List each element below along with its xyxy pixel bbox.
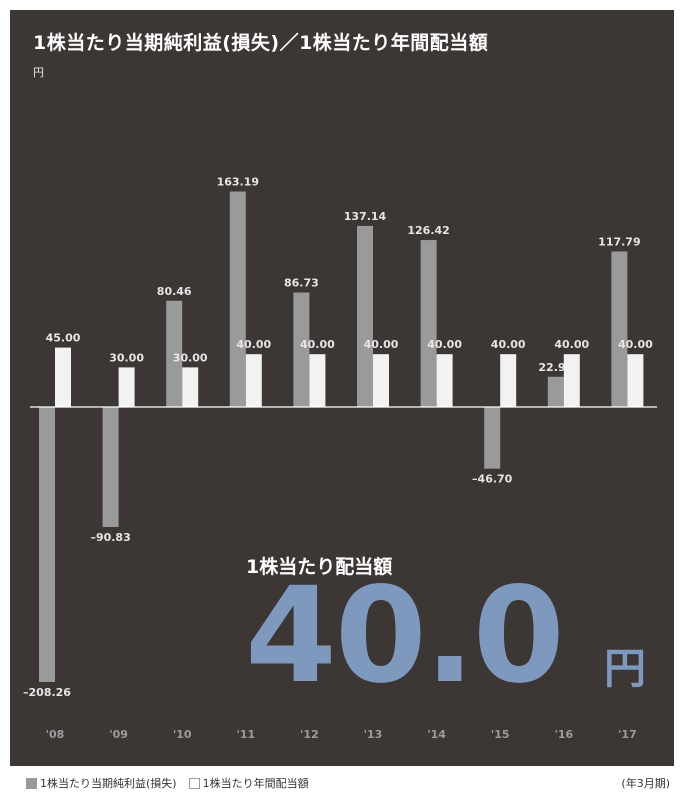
eps-bar [102,407,119,527]
eps-data-label: 80.46 [157,285,192,298]
unit-label: 円 [33,66,44,79]
legend-swatch-eps [26,777,37,789]
dividend-bar [436,354,453,407]
dividend-data-label: 40.00 [491,338,526,351]
legend: 1株当たり当期純利益(損失) 1株当たり年間配当額 [26,775,321,791]
dividend-bar [563,354,580,407]
x-tick-label: '09 [109,728,128,741]
chart-title: 1株当たり当期純利益(損失)／1株当たり年間配当額 [33,32,489,54]
eps-data-label: –90.83 [90,531,130,544]
dividend-data-label: 40.00 [300,338,335,351]
x-tick-label: '12 [300,728,319,741]
eps-bar [166,300,183,407]
dividend-bar [627,354,644,407]
x-tick-label: '15 [491,728,510,741]
x-tick-label: '10 [173,728,192,741]
legend-item-dividend: 1株当たり年間配当額 [188,775,309,791]
dividend-bar [500,354,517,407]
dividend-bar [245,354,262,407]
x-tick-label: '16 [554,728,573,741]
period-note: (年3月期) [621,777,670,790]
eps-bar [420,240,437,407]
eps-bar [229,191,246,407]
eps-data-label: 126.42 [407,224,449,237]
eps-bar [357,225,373,407]
eps-data-label: 86.73 [284,276,319,289]
dividend-data-label: 45.00 [46,332,81,345]
dividend-bar [55,347,71,407]
legend-label-dividend: 1株当たり年間配当額 [202,777,309,790]
eps-data-label: –46.70 [472,473,513,486]
highlight-unit: 円 [604,644,647,693]
legend-swatch-dividend [188,777,200,789]
dividend-data-label: 40.00 [554,338,589,351]
eps-bar [611,251,628,407]
x-tick-label: '17 [618,728,637,741]
eps-bar [547,376,564,407]
highlight-value: 40.0 [245,559,565,713]
legend-label-eps: 1株当たり当期純利益(損失) [40,777,177,790]
legend-item-eps: 1株当たり当期純利益(損失) [26,775,177,791]
dividend-data-label: 40.00 [236,338,271,351]
x-tick-label: '13 [364,728,383,741]
eps-data-label: 163.19 [217,176,259,189]
dividend-bar [309,354,326,407]
dividend-data-label: 40.00 [364,338,399,351]
dividend-data-label: 40.00 [618,338,653,351]
eps-data-label: 137.14 [344,210,387,223]
eps-bar [39,407,55,682]
highlight-label: 1株当たり配当額 [246,556,393,578]
x-tick-label: '11 [236,728,255,741]
dividend-data-label: 40.00 [427,338,462,351]
x-tick-label: '14 [427,728,446,741]
dividend-data-label: 30.00 [109,351,144,364]
eps-bar [293,292,310,407]
eps-bar [484,407,501,469]
dividend-data-label: 30.00 [173,351,208,364]
dividend-bar [373,354,389,407]
x-tick-label: '08 [46,728,65,741]
dividend-bar [118,367,135,407]
eps-data-label: 117.79 [598,235,640,248]
dividend-bar [182,367,199,407]
eps-data-label: –208.26 [23,686,71,699]
